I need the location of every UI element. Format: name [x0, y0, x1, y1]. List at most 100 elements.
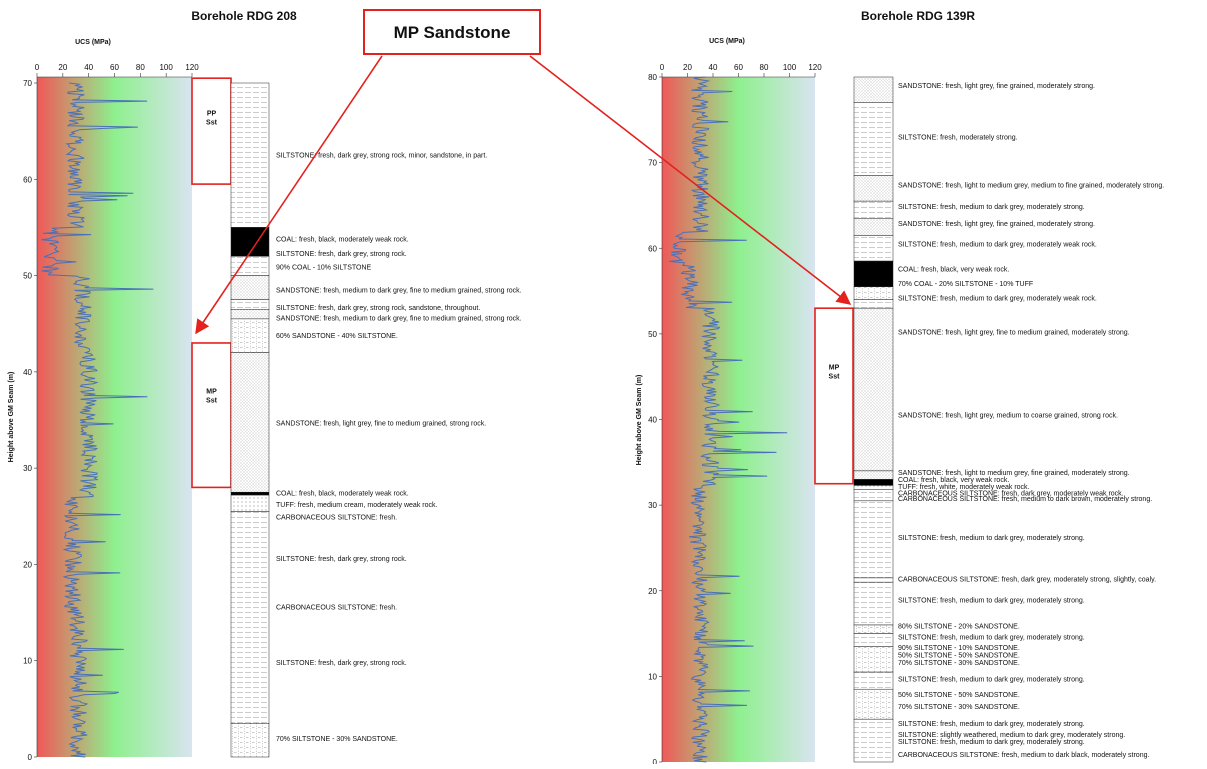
lithology-interval-mix [853, 624, 894, 634]
mp-sandstone-callout: MP Sandstone [195, 9, 852, 335]
lithology-interval-mix [853, 646, 894, 673]
right-lithology-log [853, 76, 894, 763]
lithology-interval-silt [853, 299, 894, 309]
lithology-description: 70% SILTSTONE - 30% SANDSTONE. [898, 660, 1020, 667]
x-tick-label: 80 [760, 63, 769, 72]
lithology-description: SILTSTONE: fresh, dark grey, strong rock… [276, 556, 407, 563]
lithology-interval-coal [853, 260, 894, 288]
left-lithology-descriptions: SILTSTONE: fresh, dark grey, strong rock… [276, 153, 522, 743]
lithology-description: SILTSTONE: fresh, dark grey, strong rock… [276, 305, 480, 312]
callout-arrow-right [529, 55, 852, 305]
x-tick-label: 100 [159, 63, 173, 72]
lithology-description: SILTSTONE: fresh, medium to dark grey, m… [898, 634, 1085, 641]
lithology-description: COAL: fresh, black, very weak rock. [898, 477, 1009, 484]
y-tick-label: 10 [648, 672, 657, 681]
lithology-interval-silt [853, 581, 894, 626]
x-tick-label: 120 [185, 63, 199, 72]
unit-label-line-1: MP [206, 389, 217, 396]
right-ucs-profile-line [668, 76, 788, 763]
y-tick-label: 30 [648, 501, 657, 510]
lithology-interval-silt [853, 200, 894, 219]
lithology-description: CARBONACEOUS SILTSTONE: fresh, medium to… [898, 752, 1149, 759]
lithology-interval-silt [853, 718, 894, 763]
unit-label-line-2: Sst [206, 119, 218, 126]
lithology-description: CARBONACEOUS SILTSTONE: fresh. [276, 604, 397, 611]
unit-label-line-1: MP [829, 365, 840, 372]
lithology-description: SANDSTONE: fresh, light to medium grey, … [898, 470, 1130, 477]
lithology-interval-mix [853, 286, 894, 300]
lithology-description: SILTSTONE: fresh, moderately strong. [898, 134, 1018, 141]
lithology-interval-sand [230, 352, 270, 493]
lithology-description: COAL: fresh, black, very weak rock. [898, 266, 1009, 273]
y-tick-label: 70 [648, 159, 657, 168]
lithology-interval-coal [230, 491, 270, 496]
left-ucs-axis-title: UCS (MPa) [75, 39, 111, 46]
left-borehole-title: Borehole RDG 208 [191, 9, 297, 23]
lithology-interval-sand [230, 309, 270, 320]
y-tick-label: 10 [23, 657, 32, 666]
y-tick-label: 30 [23, 464, 32, 473]
y-tick-label: 20 [648, 587, 657, 596]
unit-label-line-2: Sst [206, 398, 218, 405]
lithology-description: CARBONACEOUS SILTSTONE: fresh. [276, 515, 397, 522]
lithology-description: SANDSTONE: fresh, light grey, fine to me… [276, 420, 486, 427]
lithology-description: SANDSTONE: fresh, light grey, fine grain… [898, 83, 1095, 90]
right-y-axis: 0 10 20 30 40 50 60 70 80 [648, 73, 663, 767]
lithology-interval-silt [230, 511, 270, 724]
lithology-interval-sand [230, 275, 270, 300]
unit-label-line-2: Sst [829, 374, 841, 381]
lithology-description: CARBONACEOUS SILTSTONE: fresh, medium to… [898, 496, 1152, 503]
left-unit-boxes: PP Sst MP Sst [191, 77, 232, 489]
y-tick-label: 70 [23, 79, 32, 88]
x-tick-label: 20 [58, 63, 67, 72]
x-tick-label: 80 [136, 63, 145, 72]
right-ucs-strength-gradient [662, 77, 815, 762]
lithology-description: SILTSTONE: fresh, medium to dark grey, m… [898, 204, 1085, 211]
lithology-interval-tuff [230, 494, 270, 512]
lithology-description: 60% SANDSTONE - 40% SILTSTONE. [276, 333, 398, 340]
y-tick-label: 0 [28, 753, 33, 762]
unit-box [191, 77, 232, 185]
y-tick-label: 50 [648, 330, 657, 339]
right-x-axis: 0 20 40 60 80 100 120 [660, 63, 822, 78]
lithology-description: SILTSTONE: fresh, medium to dark grey, m… [898, 535, 1085, 542]
lithology-description: SANDSTONE: fresh, medium to dark grey, f… [276, 288, 522, 295]
x-tick-label: 100 [783, 63, 797, 72]
lithology-description: 70% SILTSTONE - 30% SANDSTONE. [276, 736, 398, 743]
lithology-description: 90% COAL - 10% SILTSTONE [276, 264, 372, 271]
right-lithology-descriptions: SANDSTONE: fresh, light grey, fine grain… [898, 83, 1164, 759]
lithology-description: CARBONACEOUS SILTSTONE: fresh, dark grey… [898, 491, 1124, 498]
lithology-description: COAL: fresh, black, moderately weak rock… [276, 491, 409, 498]
y-tick-label: 20 [23, 560, 32, 569]
callout-arrow-left [195, 55, 383, 335]
left-ucs-strength-gradient [37, 77, 192, 757]
unit-box [814, 307, 854, 485]
x-tick-label: 0 [660, 63, 665, 72]
left-ucs-profile-line [41, 82, 154, 758]
right-height-axis-title: Height above GM Seam (m) [636, 375, 643, 466]
lithology-description: SILTSTONE: fresh, dark grey, strong rock… [276, 153, 487, 160]
x-tick-label: 60 [110, 63, 119, 72]
x-tick-label: 0 [35, 63, 40, 72]
lithology-interval-silt [853, 671, 894, 690]
lithology-interval-sand [853, 76, 894, 103]
lithology-description: SANDSTONE: fresh, medium to dark grey, f… [276, 315, 522, 322]
x-tick-label: 120 [808, 63, 822, 72]
left-lithology-log [230, 82, 270, 758]
y-tick-label: 0 [653, 758, 658, 764]
x-tick-label: 60 [734, 63, 743, 72]
right-ucs-axis-title: UCS (MPa) [709, 38, 745, 45]
callout-box [363, 9, 541, 55]
lithology-description: SILTSTONE: fresh, dark grey, strong rock… [276, 660, 407, 667]
left-y-axis: 0 10 20 30 40 50 60 70 [23, 77, 38, 762]
lithology-description: SILTSTONE: fresh, medium to dark grey, m… [898, 598, 1085, 605]
lithology-description: TUFF: fresh, medium cream, moderately we… [276, 502, 437, 509]
y-tick-label: 40 [23, 368, 32, 377]
x-tick-label: 20 [683, 63, 692, 72]
lithology-interval-mix [853, 688, 894, 720]
unit-box [191, 342, 232, 489]
lithology-description: SILTSTONE: fresh, dark grey, strong rock… [276, 251, 407, 258]
lithology-description: SILTSTONE: fresh, medium to dark grey, m… [898, 295, 1097, 302]
